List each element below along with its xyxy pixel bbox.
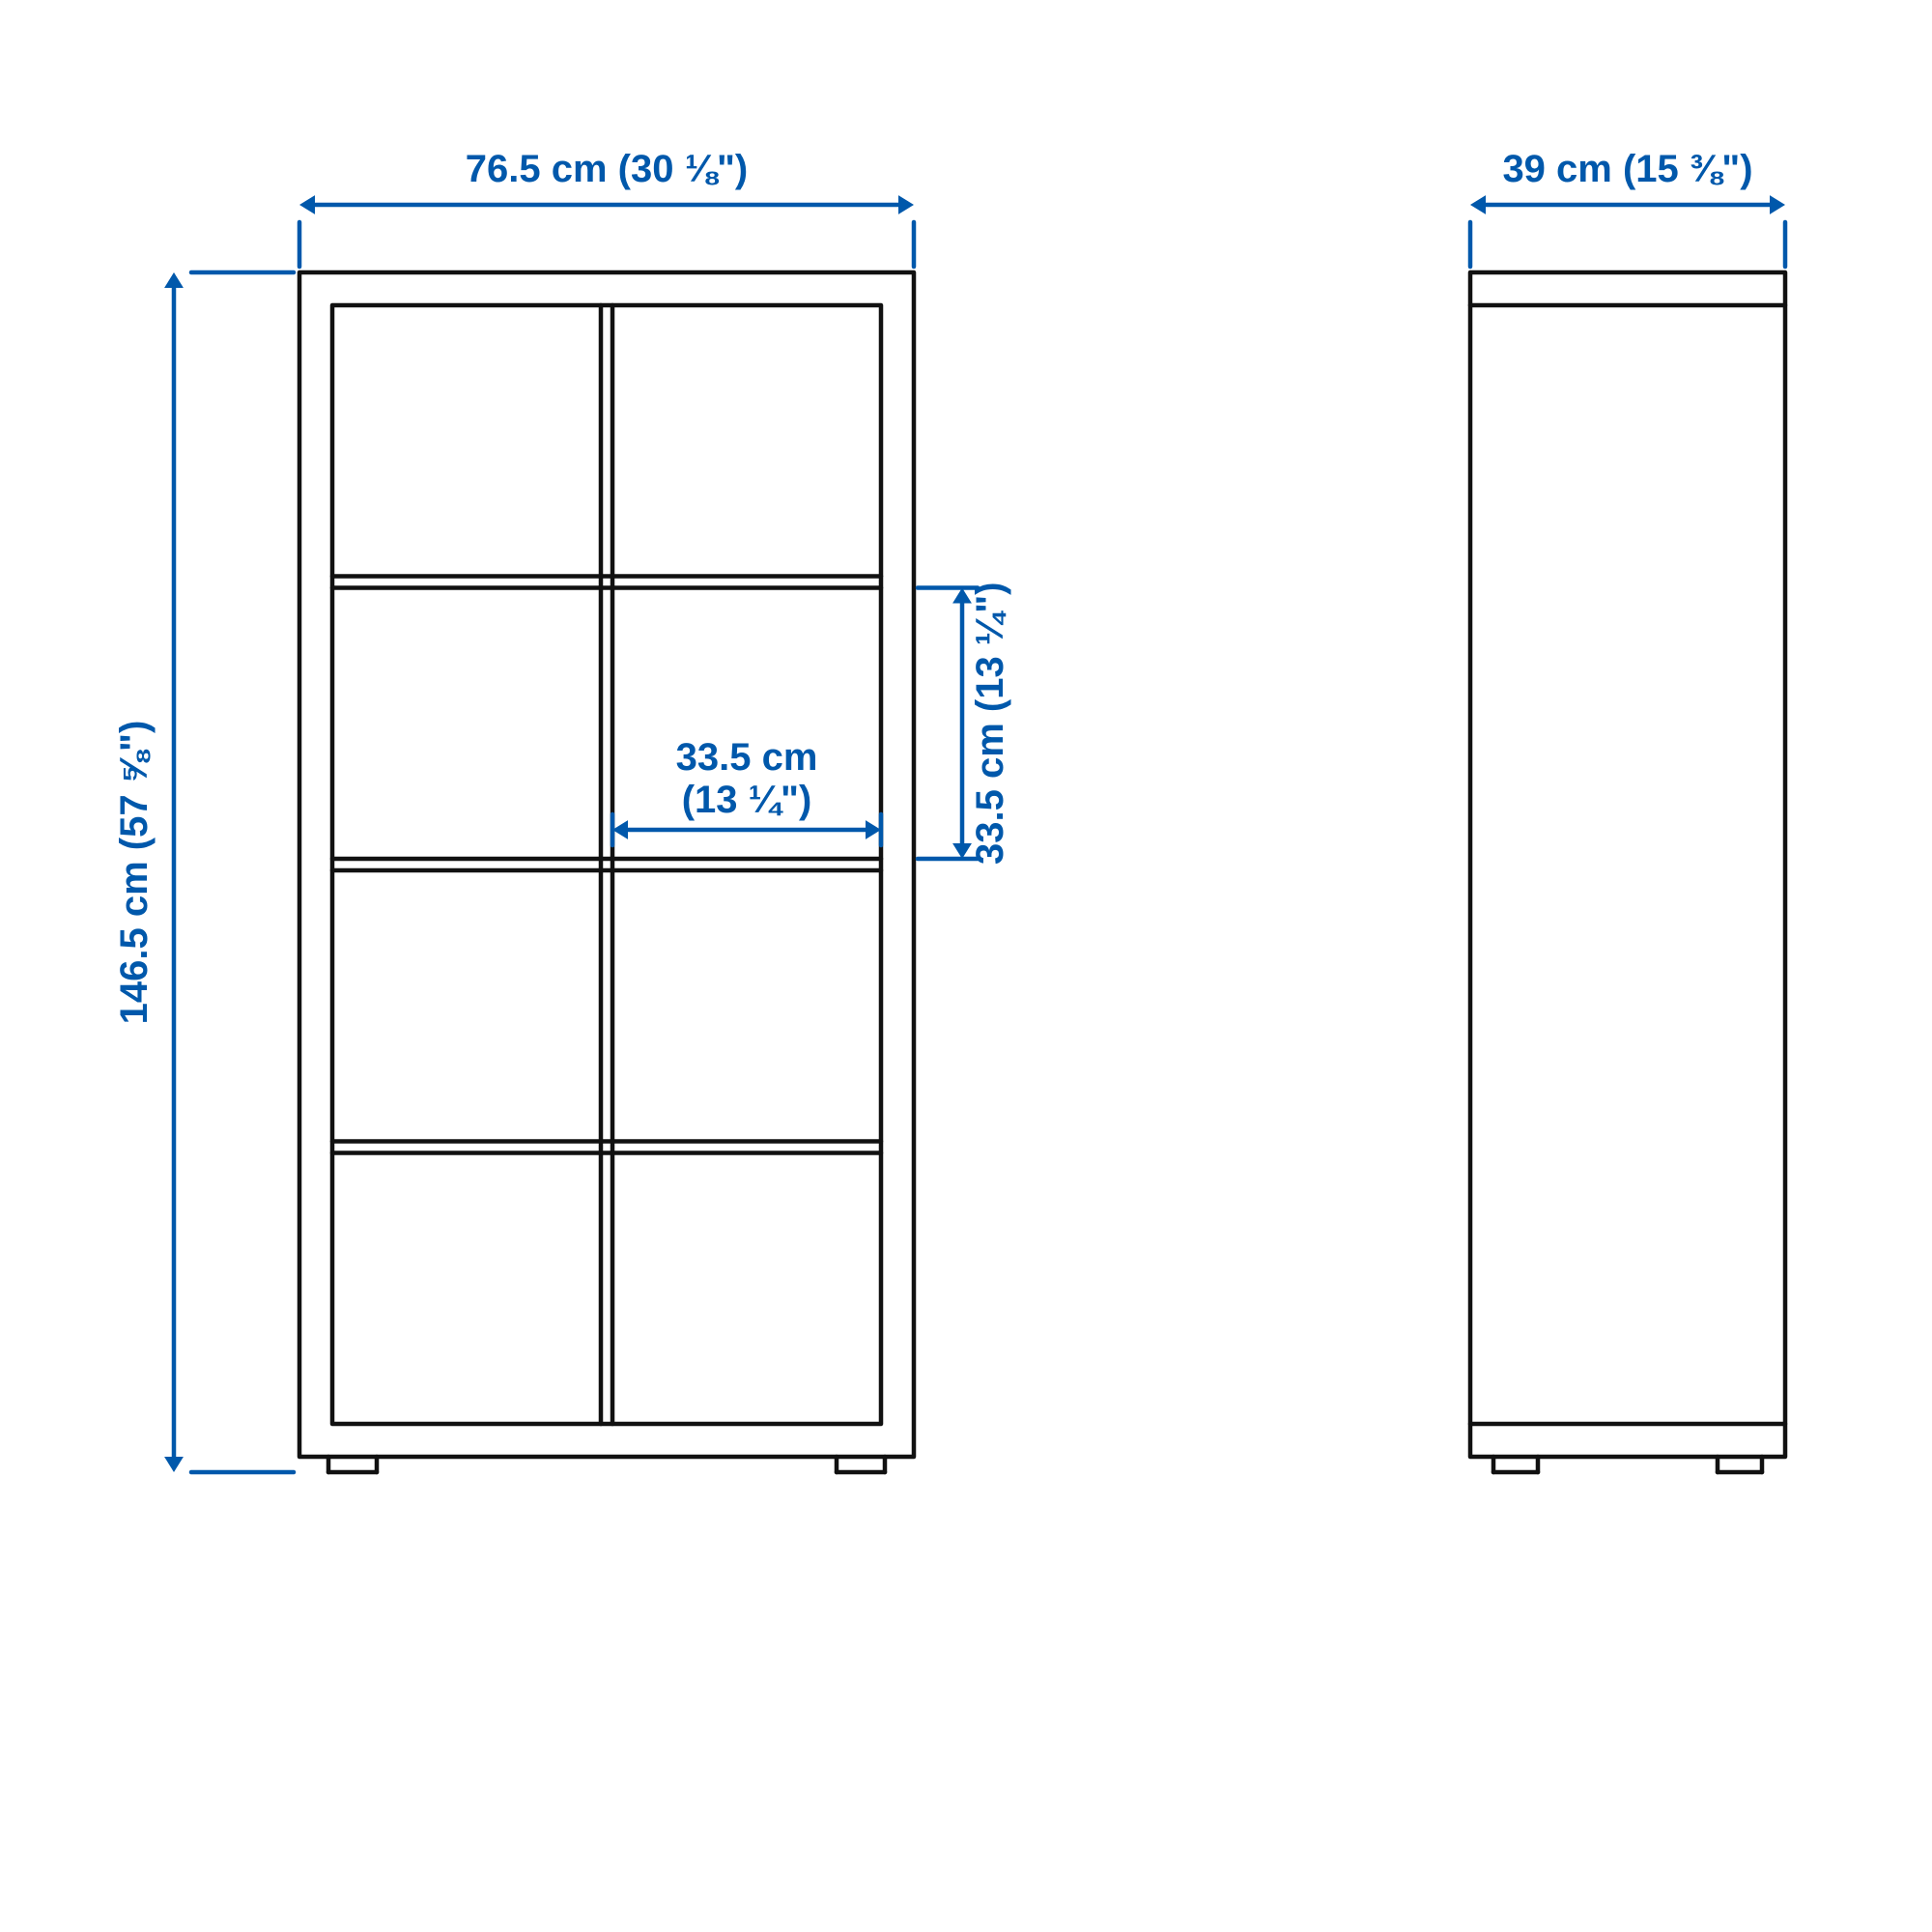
side-view: 39 cm (15 ⅜") xyxy=(1470,148,1785,1472)
dim-cube-width-line1: 33.5 cm xyxy=(676,736,818,779)
dim-depth-label: 39 cm (15 ⅜") xyxy=(1502,148,1752,190)
dim-cube-height-label: 33.5 cm (13 ¼") xyxy=(969,582,1011,865)
front-view: 76.5 cm (30 ⅛") 146.5 cm (57 ⅝") 33.5 cm(1… xyxy=(113,148,1011,1472)
dimension-diagram: 76.5 cm (30 ⅛") 146.5 cm (57 ⅝") 33.5 cm(1… xyxy=(0,0,1932,1932)
dim-height-label: 146.5 cm (57 ⅝") xyxy=(113,721,156,1025)
dim-width-label: 76.5 cm (30 ⅛") xyxy=(466,148,748,190)
dim-cube-width-line2: (13 ¼") xyxy=(682,779,812,821)
